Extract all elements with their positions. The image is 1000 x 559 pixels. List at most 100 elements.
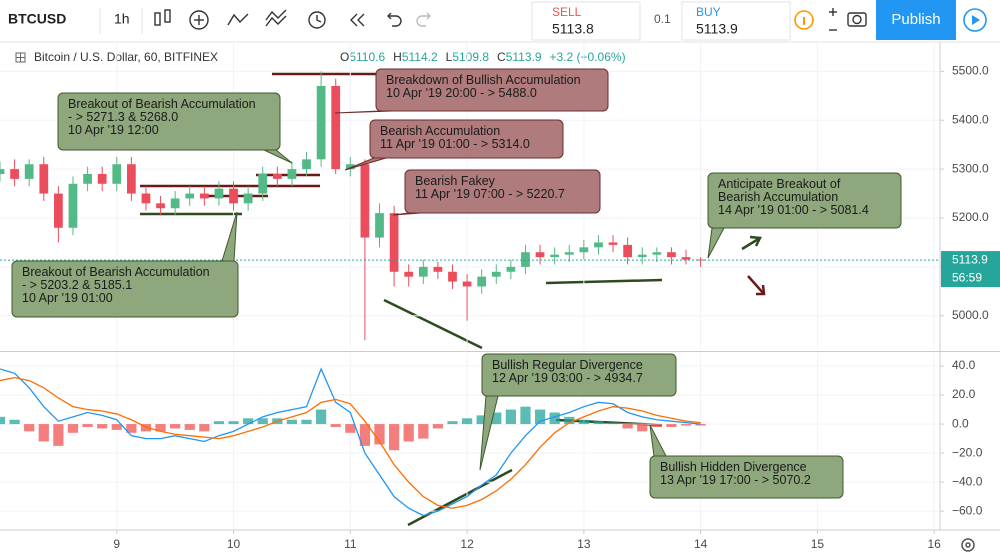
drawings (140, 72, 766, 527)
histogram-bar (330, 424, 341, 427)
callout-box (404, 169, 601, 214)
settings-icon[interactable] (961, 538, 975, 552)
ohlc-value: 5110.6 (349, 50, 385, 64)
ohlc-key: L (446, 50, 453, 64)
histogram-bar (301, 419, 312, 425)
candle-body (24, 164, 34, 179)
ohlc-key: H (393, 50, 402, 64)
candle-body (156, 203, 165, 209)
callout-text: 10 Apr '19 20:00 - > 5488.0 (386, 86, 537, 100)
sell-button[interactable] (531, 1, 641, 41)
histogram-bar (24, 424, 35, 432)
y-tick-label: 5200.0 (952, 210, 989, 224)
candle-body (229, 188, 238, 204)
histogram-bar (53, 424, 64, 446)
histogram-bar (680, 424, 692, 426)
callout-text: Anticipate Breakout of (718, 177, 841, 191)
y-tick-label: 5500.0 (952, 64, 989, 78)
candle-body (550, 254, 560, 258)
histogram-bar (418, 424, 429, 439)
buy-button[interactable] (681, 1, 791, 41)
candle-body (608, 242, 618, 245)
publish-button[interactable] (876, 0, 956, 40)
histogram-bar (461, 418, 473, 425)
ohlc-value: 5113.9 (506, 50, 542, 64)
candle-body (506, 266, 516, 272)
callout-tail (479, 395, 499, 471)
candle-body (287, 169, 297, 179)
last-price-label: 5113.9 (952, 252, 988, 266)
candle-body (258, 174, 268, 194)
collapse-icon[interactable] (15, 52, 26, 63)
callout-text: 11 Apr '19 01:00 - > 5314.0 (380, 137, 530, 151)
histogram-bar (578, 419, 589, 425)
x-tick-label: 14 (694, 537, 708, 551)
callout-text: 14 Apr '19 01:00 - > 5081.4 (718, 203, 869, 217)
macd-line (0, 367, 701, 517)
spread: 0.1 (654, 12, 671, 26)
candle-body (39, 164, 49, 194)
x-tick-label: 11 (344, 537, 357, 551)
candle-body (199, 193, 209, 199)
x-tick-label: 12 (460, 537, 474, 551)
interval[interactable]: 1h (114, 11, 130, 27)
info-icon[interactable] (794, 10, 814, 30)
buy-label: BUY (696, 5, 721, 19)
chart-title[interactable]: Bitcoin / U.S. Dollar, 60, BITFINEX (34, 50, 218, 64)
candle-body (10, 169, 19, 179)
callout-text: Bearish Accumulation (380, 124, 500, 138)
countdown: 56:59 (952, 270, 982, 284)
histogram-bar (316, 409, 327, 425)
y-tick-label: −20.0 (952, 445, 983, 459)
histogram-bar (111, 424, 122, 430)
histogram-bar (228, 421, 239, 425)
candle-body (462, 281, 472, 287)
histogram-bar (170, 424, 181, 429)
candle-body (477, 276, 487, 287)
zoom-icons[interactable] (829, 8, 837, 31)
callout-text: - > 5271.3 & 5268.0 (68, 110, 178, 124)
ohlc-key: C (497, 50, 506, 64)
symbol[interactable]: BTCUSD (8, 11, 66, 27)
callout-tail (707, 227, 725, 259)
callout-box (707, 172, 902, 229)
histogram-bar (651, 424, 662, 427)
candle-body (623, 244, 633, 258)
histogram-bar (140, 424, 152, 432)
candle-body (637, 254, 647, 258)
last-price-box (941, 251, 1000, 288)
histogram-bar (38, 424, 49, 442)
candle-body (185, 193, 195, 199)
histogram-bar (199, 424, 210, 432)
histogram-bar (505, 409, 516, 425)
histogram-bar (345, 424, 356, 433)
candle-body (345, 164, 355, 170)
candle-body (389, 213, 399, 272)
callout-box (11, 260, 239, 318)
ohlc-value: 5109.8 (452, 50, 489, 64)
candle-body (331, 86, 341, 170)
histogram-bar (447, 421, 458, 425)
y-tick-label: −60.0 (952, 503, 983, 517)
candle-body (360, 164, 370, 238)
callout-tail (263, 149, 293, 164)
x-tick-label: 16 (927, 537, 941, 551)
histogram-bar (607, 422, 619, 425)
histogram-bar (359, 424, 371, 446)
histogram-bar (213, 421, 225, 425)
histogram-bar (695, 424, 706, 426)
candle-body (667, 252, 676, 258)
tool-icons[interactable] (154, 9, 431, 30)
candle-body (652, 252, 662, 255)
histogram-bar (564, 416, 575, 425)
y-tick-label: 5400.0 (952, 112, 989, 126)
y-tick-label: 0.0 (952, 416, 969, 430)
callout-text: Breakdown of Bullish Accumulation (386, 73, 581, 87)
x-tick-label: 13 (577, 537, 591, 551)
play-icon[interactable] (963, 8, 987, 32)
snapshot-icon[interactable] (847, 12, 867, 27)
x-tick-label: 15 (811, 537, 825, 551)
candle-body (302, 159, 311, 170)
histogram-bar (593, 421, 604, 425)
